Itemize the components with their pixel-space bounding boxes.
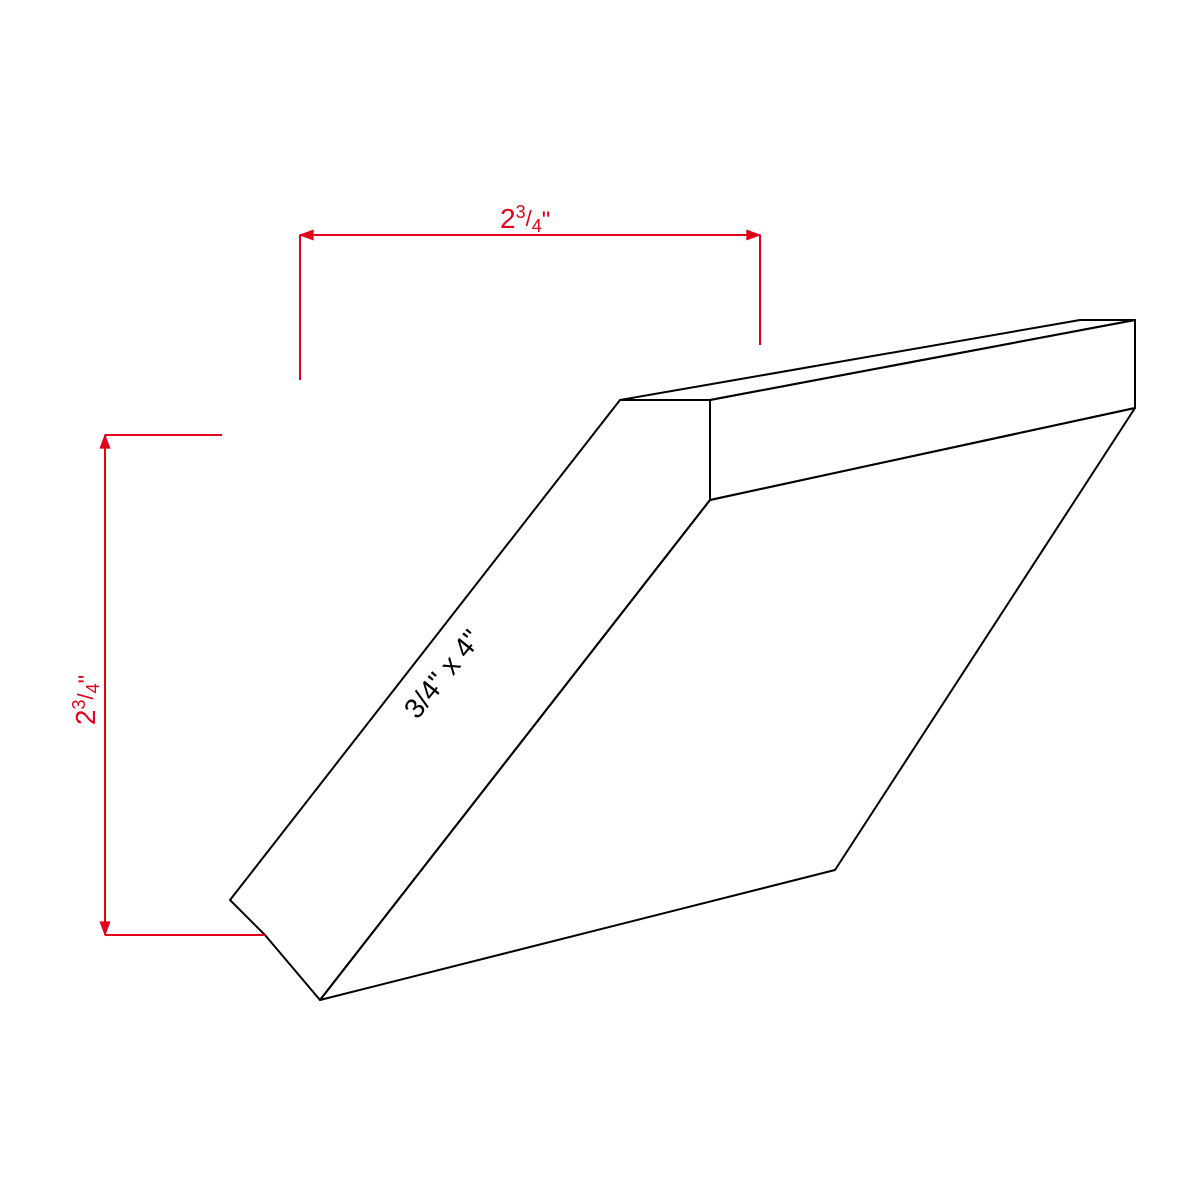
front-face	[230, 400, 710, 1000]
dimension-label: 23/4"	[500, 202, 550, 236]
face-size-label: 3/4" x 4"	[398, 624, 488, 724]
face-size-text: 3/4" x 4"	[398, 624, 488, 724]
top-face	[620, 320, 1135, 400]
dim-top-label: 23/4"	[500, 202, 550, 236]
dim-left-label: 23/4"	[69, 675, 103, 725]
arrow-head	[300, 230, 313, 240]
technical-drawing: 23/4" 23/4" 3/4" x 4"	[0, 0, 1200, 1200]
arrow-head	[747, 230, 760, 240]
arrow-head	[100, 922, 110, 935]
dimension-label: 23/4"	[69, 675, 103, 725]
arrow-head	[100, 435, 110, 448]
